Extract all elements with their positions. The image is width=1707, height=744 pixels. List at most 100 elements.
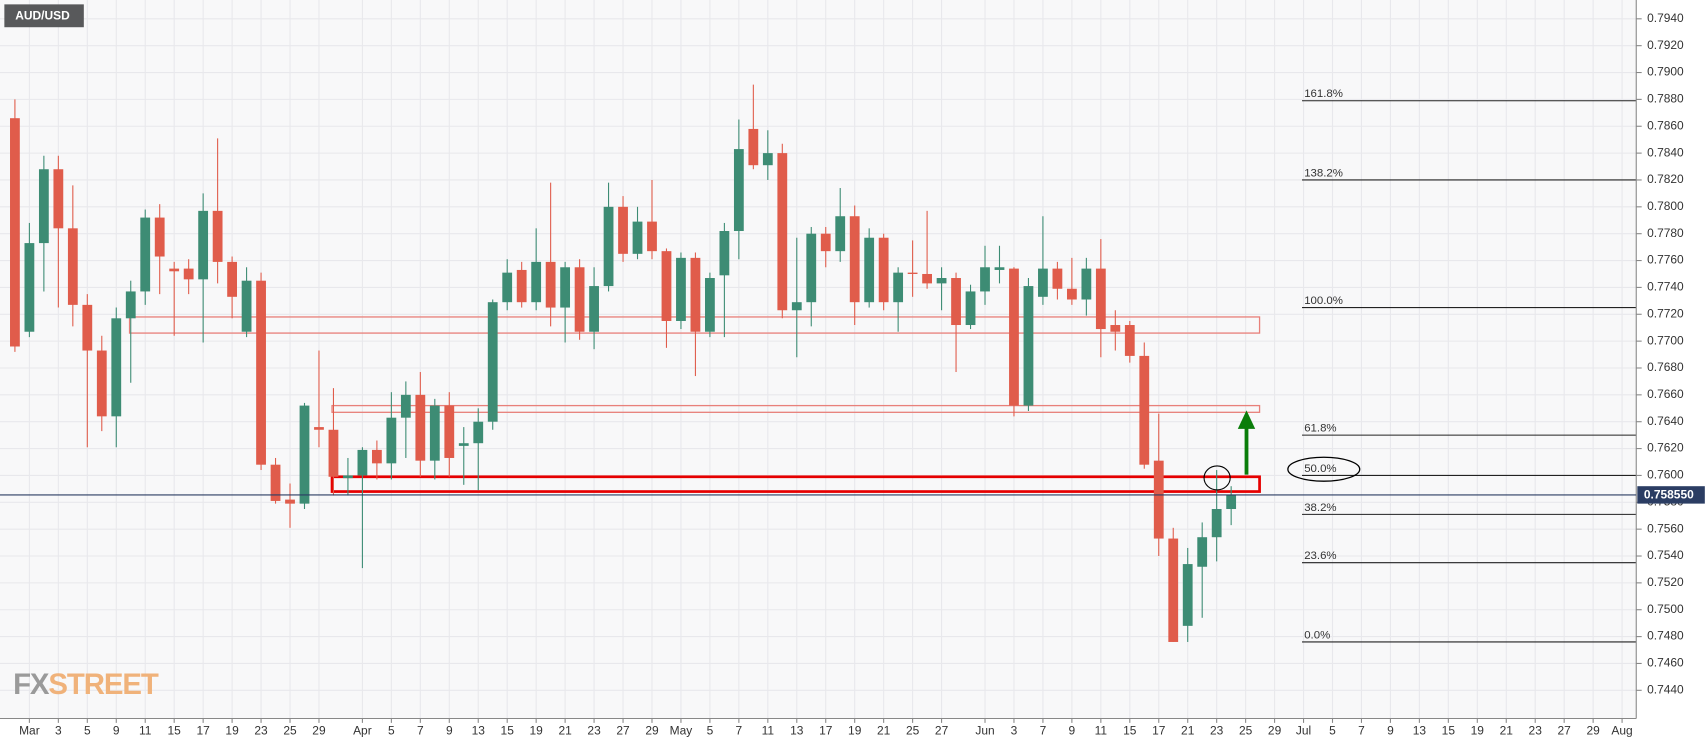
arrow-head <box>1237 410 1256 429</box>
candle-body <box>415 394 426 461</box>
x-tick-label: 27 <box>935 724 949 738</box>
x-tick-label: 13 <box>472 724 486 738</box>
candle-body <box>198 210 209 280</box>
x-tick-label: 5 <box>388 724 395 738</box>
candle-body <box>270 464 281 501</box>
logo: FXSTREET <box>13 668 159 701</box>
fib-label: 23.6% <box>1304 550 1336 562</box>
x-tick-label: 17 <box>819 724 833 738</box>
candle-body <box>618 206 628 254</box>
y-tick-label: 0.7800 <box>1647 199 1684 213</box>
y-tick-label: 0.7740 <box>1647 280 1684 294</box>
fib-label: 0.0% <box>1304 629 1330 641</box>
x-tick-label: 5 <box>84 724 91 738</box>
x-tick-label: 29 <box>645 724 659 738</box>
x-tick-label: 29 <box>1586 724 1600 738</box>
candle-body <box>227 261 237 297</box>
candle-body <box>719 231 730 276</box>
candle-body <box>545 261 556 308</box>
candle-body <box>299 405 310 504</box>
candle-body <box>24 243 35 332</box>
candle-body <box>820 233 831 252</box>
x-tick-label: 7 <box>1358 724 1365 738</box>
logo-left: FX <box>13 668 50 701</box>
candle-body <box>357 449 368 476</box>
candle-body <box>1066 288 1077 300</box>
fib-label: 161.8% <box>1304 88 1343 100</box>
y-tick-label: 0.7460 <box>1647 656 1684 670</box>
y-tick-label: 0.7660 <box>1647 387 1684 401</box>
x-tick-label: 21 <box>558 724 572 738</box>
candle-body <box>1110 325 1121 332</box>
candle-body <box>849 216 860 303</box>
x-tick-label: 19 <box>225 724 239 738</box>
zone <box>331 404 1261 413</box>
x-tick-label: 19 <box>1471 724 1485 738</box>
y-tick-label: 0.7880 <box>1647 92 1684 106</box>
x-tick-label: 23 <box>587 724 601 738</box>
x-tick-label: 15 <box>1123 724 1137 738</box>
x-tick-label: 9 <box>1069 724 1076 738</box>
candle-body <box>1052 268 1063 289</box>
candle-body <box>1226 494 1237 510</box>
x-tick-label: 15 <box>168 724 182 738</box>
x-tick-label: Jul <box>1296 724 1311 738</box>
candle-body <box>212 210 223 262</box>
y-tick-label: 0.7840 <box>1647 145 1684 159</box>
fib-levels: 161.8% 138.2% 100.0% 61.8% 50.0% 38.2% 23.6% 0.… <box>1302 88 1637 643</box>
y-tick-label: 0.7560 <box>1647 521 1684 535</box>
title-background <box>4 4 84 28</box>
candle-body <box>1095 268 1106 330</box>
fib-label: 138.2% <box>1304 167 1343 179</box>
y-tick-label: 0.7920 <box>1647 38 1684 52</box>
candle-body <box>1168 538 1179 642</box>
candle-body <box>632 221 643 254</box>
candle-body <box>241 280 252 332</box>
title-box: AUD/USD <box>4 4 84 28</box>
x-tick-label: 9 <box>446 724 453 738</box>
candle-body <box>125 291 136 319</box>
candle-body <box>1139 355 1150 465</box>
y-tick-label: 0.7620 <box>1647 441 1684 455</box>
x-tick-label: 25 <box>283 724 297 738</box>
x-tick-label: 19 <box>848 724 862 738</box>
candle-body <box>676 257 686 321</box>
candle-body <box>589 286 599 332</box>
candle-body <box>748 128 759 166</box>
candle-body <box>183 268 194 280</box>
highlight-circle <box>1203 465 1231 491</box>
x-tick-label: 25 <box>906 724 920 738</box>
fib-label: 50.0% <box>1304 463 1336 475</box>
x-tick-label: 7 <box>417 724 424 738</box>
x-tick-label: 9 <box>113 724 120 738</box>
last-price: 0.758550 <box>0 486 1705 504</box>
y-tick-label: 0.7700 <box>1647 333 1684 347</box>
candle-body <box>429 405 440 461</box>
candle-body <box>574 267 585 332</box>
y-tick-label: 0.7480 <box>1647 629 1684 643</box>
candle-body <box>791 302 802 311</box>
y-tick-label: 0.7540 <box>1647 548 1684 562</box>
candle-body <box>603 206 614 287</box>
candle-body <box>386 417 397 464</box>
y-tick-label: 0.7440 <box>1647 682 1684 696</box>
plot-background <box>0 0 1636 719</box>
candle-body <box>1038 268 1048 297</box>
candle-body <box>10 118 20 347</box>
y-tick-label: 0.7680 <box>1647 360 1684 374</box>
x-tick-label: 5 <box>1329 724 1336 738</box>
candle-body <box>328 429 339 477</box>
candles <box>10 84 1237 642</box>
x-tick-label: 11 <box>762 724 775 738</box>
y-tick-label: 0.7820 <box>1647 172 1684 186</box>
x-tick-label: 9 <box>1387 724 1394 738</box>
candle-body <box>907 272 918 274</box>
candle-body <box>922 273 932 284</box>
fib-label: 61.8% <box>1304 423 1336 435</box>
x-tick-label: 3 <box>55 724 62 738</box>
x-tick-label: 17 <box>196 724 210 738</box>
candle-body <box>256 280 266 465</box>
candle-body <box>951 278 961 326</box>
y-tick-label: 0.7780 <box>1647 226 1684 240</box>
